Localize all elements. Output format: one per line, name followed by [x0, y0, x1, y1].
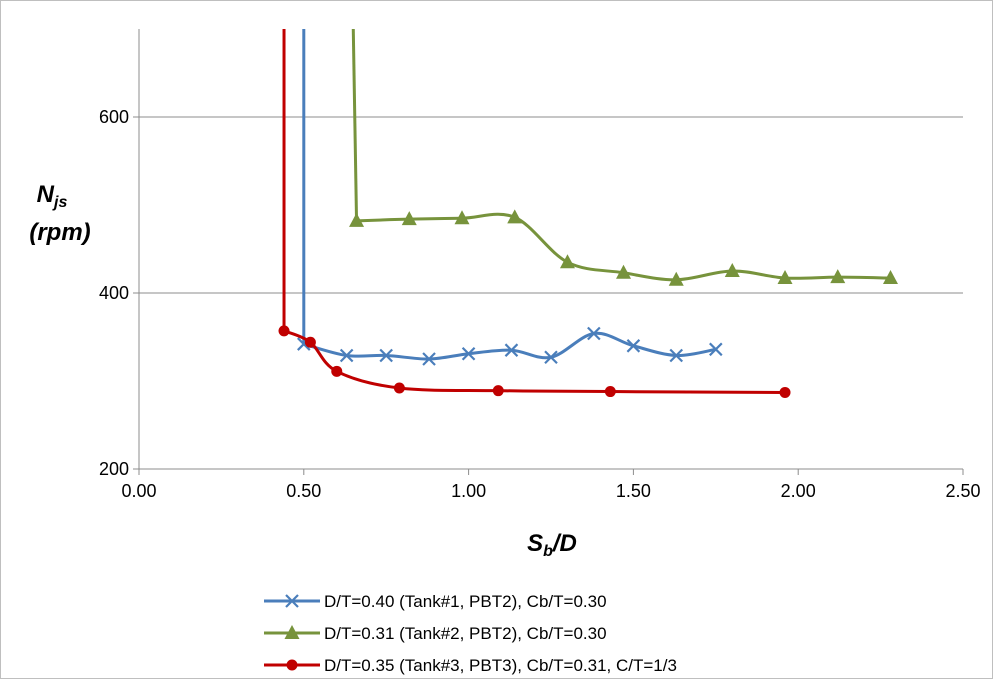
series-1-point — [626, 339, 641, 353]
y-axis-title-subscript: js — [52, 194, 67, 211]
series-2-point — [401, 211, 417, 226]
legend-swatch-marker — [284, 625, 300, 639]
series-3-point — [393, 382, 405, 394]
series-3-point — [331, 365, 343, 377]
series-1-point — [422, 352, 436, 366]
series-3-line — [283, 329, 786, 394]
y-axis-title-main: N — [37, 181, 55, 208]
series-1-point — [379, 348, 393, 363]
series-3-point — [304, 336, 316, 348]
x-axis-title-subscript: b — [543, 543, 553, 560]
series-1-point — [669, 348, 684, 363]
series-1 — [297, 29, 723, 366]
series-2-point — [830, 269, 846, 284]
x-tick-label: 2.50 — [945, 481, 980, 501]
legend-label: D/T=0.31 (Tank#2, PBT2), Cb/T=0.30 — [324, 624, 607, 643]
series-2 — [349, 29, 898, 286]
series-2-point — [882, 270, 898, 285]
series-1-point — [339, 348, 354, 363]
y-tick-label: 600 — [99, 107, 129, 127]
x-tick-label: 1.00 — [451, 481, 486, 501]
axes — [138, 29, 963, 470]
series-2-point — [507, 209, 523, 224]
y-tick-labels: 200 400 600 — [99, 107, 139, 479]
y-axis-title-line1: Njs — [37, 181, 68, 211]
series-2-point — [559, 254, 575, 269]
legend-item-2: D/T=0.31 (Tank#2, PBT2), Cb/T=0.30 — [264, 624, 607, 643]
series-1-point — [504, 343, 519, 357]
legend-swatch-marker — [285, 594, 299, 608]
series-group — [278, 29, 898, 398]
x-tick-labels: 0.00 0.50 1.00 1.50 2.00 2.50 — [121, 469, 981, 501]
y-axis-title-line2: (rpm) — [29, 219, 90, 246]
series-3 — [278, 29, 791, 398]
gridlines — [139, 116, 963, 294]
series-2-entry-line — [351, 29, 359, 221]
x-axis-title-rest: /D — [552, 530, 577, 557]
series-1-point — [587, 326, 601, 341]
x-tick-label: 1.50 — [616, 481, 651, 501]
x-tick-label: 0.50 — [286, 481, 321, 501]
legend-item-1: D/T=0.40 (Tank#1, PBT2), Cb/T=0.30 — [264, 592, 607, 611]
legend-label: D/T=0.40 (Tank#1, PBT2), Cb/T=0.30 — [324, 592, 607, 611]
series-2-point — [349, 212, 365, 227]
series-1-point — [461, 346, 476, 361]
legend-label: D/T=0.35 (Tank#3, PBT3), Cb/T=0.31, C/T=… — [324, 656, 677, 675]
x-axis-title: Sb/D — [527, 530, 577, 560]
x-axis-title-main: S — [527, 530, 543, 557]
series-3-point — [779, 386, 791, 398]
legend-item-3: D/T=0.35 (Tank#3, PBT3), Cb/T=0.31, C/T=… — [264, 656, 677, 675]
y-tick-label: 400 — [99, 283, 129, 303]
x-tick-label: 0.00 — [121, 481, 156, 501]
legend-swatch-marker — [286, 659, 298, 671]
series-2-point — [668, 271, 684, 286]
series-2-point — [777, 270, 793, 285]
y-tick-label: 200 — [99, 459, 129, 479]
series-1-line — [303, 331, 717, 361]
series-2-point — [616, 264, 632, 279]
x-tick-label: 2.00 — [781, 481, 816, 501]
series-2-point — [724, 263, 740, 277]
series-1-point — [709, 342, 723, 357]
series-2-point — [454, 210, 470, 225]
legend: D/T=0.40 (Tank#1, PBT2), Cb/T=0.30 D/T=0.… — [264, 592, 677, 675]
series-1-point — [544, 350, 558, 365]
series-3-point — [492, 385, 504, 397]
series-3-point — [604, 386, 616, 398]
series-3-point — [278, 325, 290, 337]
